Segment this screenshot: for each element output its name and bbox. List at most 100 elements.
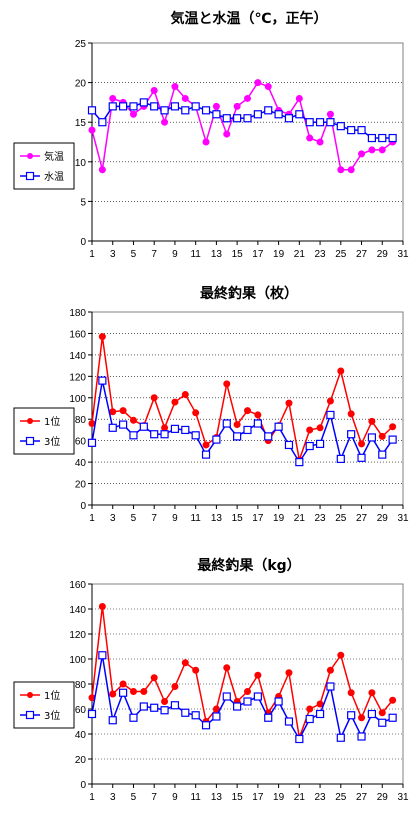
data-point [139,702,148,711]
data-point [389,696,397,704]
y-tick-label: 20 [75,480,87,491]
x-tick-label: 21 [294,249,306,260]
data-point [191,711,200,720]
legend-label: 3位 [44,435,60,448]
data-point [98,376,107,385]
data-point [181,659,189,667]
x-tick-label: 15 [232,513,244,524]
data-point [139,98,148,107]
data-point [316,700,324,708]
data-point [202,441,210,449]
data-point [285,399,293,407]
data-point [233,102,241,110]
chart-title: 最終釣果（kg） [197,558,301,574]
data-point [233,702,242,711]
data-point [223,664,231,672]
data-point [315,439,325,448]
x-tick-label: 3 [110,792,116,803]
data-point [358,150,366,158]
data-point [295,94,303,102]
data-point [254,671,262,679]
x-tick-label: 7 [151,249,157,260]
data-point [140,688,148,695]
data-point [119,680,127,688]
data-point [129,110,137,118]
y-tick-label: 140 [69,605,86,616]
data-point [108,102,117,111]
data-point [347,689,355,697]
data-point [118,688,128,697]
x-tick-label: 19 [273,249,285,260]
catch-weight-chart: 最終釣果（kg） 0 20 40 60 80 100 120 140 160 1 3 5 7 9 11 13 1… [0,555,416,817]
data-point [305,118,314,127]
data-point [98,333,106,341]
x-tick-label: 15 [232,792,244,803]
data-point [212,435,221,444]
data-point [388,713,397,722]
data-point [109,94,117,102]
data-point [98,603,106,610]
data-point [161,424,169,432]
x-tick-label: 23 [315,249,327,260]
data-point [202,138,210,146]
data-point [378,133,387,143]
legend-marker [27,153,33,159]
data-point [212,712,221,721]
x-tick-label: 25 [335,249,347,260]
data-point [161,698,169,705]
x-tick-label: 13 [211,792,223,803]
data-point [233,114,242,123]
x-tick-label: 13 [211,249,223,260]
data-point [347,126,356,135]
data-point [212,110,221,119]
x-tick-label: 31 [397,249,409,260]
x-tick-label: 13 [211,513,223,524]
data-point [378,450,387,459]
catch-count-chart: 最終釣果（枚） 0 20 40 60 80 100 120 140 160 180 1 3 5 7 9 11 1… [0,283,416,528]
x-tick-label: 3 [110,249,116,260]
data-point [378,146,386,154]
data-point [378,432,386,440]
data-point [150,703,159,712]
data-point [244,407,251,415]
y-tick-label: 100 [69,394,86,405]
data-point [336,733,345,742]
data-point [119,407,127,415]
x-tick-label: 1 [89,513,95,524]
data-point [170,701,180,710]
data-point [336,122,345,131]
y-tick-label: 0 [80,501,86,512]
x-tick-label: 19 [273,792,285,803]
data-point [368,417,376,425]
data-point [264,83,272,91]
x-tick-label: 11 [190,792,201,803]
data-point [347,711,356,720]
data-point [118,420,128,429]
data-point [108,423,117,432]
y-tick-label: 20 [75,79,87,90]
data-point [264,106,273,115]
data-point [243,425,252,435]
data-point [129,713,138,722]
data-point [347,410,355,418]
data-point [181,94,189,102]
temperature-chart: 気温と水温（℃，正午） 0 5 10 15 20 25 1 3 5 7 9 11 13 15 17 19 21 2… [0,8,416,268]
y-tick-label: 80 [75,680,87,691]
data-point [233,432,242,441]
data-point [253,419,262,428]
data-point [98,651,107,660]
data-point [326,118,335,127]
data-point [201,450,211,459]
x-tick-label: 23 [315,513,327,524]
x-tick-label: 7 [151,513,157,524]
legend-marker [25,171,35,181]
data-point [254,79,262,87]
legend-label: 1位 [44,689,60,702]
x-tick-label: 9 [172,792,178,803]
x-tick-label: 23 [315,792,327,803]
data-point [306,134,314,142]
y-tick-label: 80 [75,415,87,426]
data-point [378,709,386,717]
data-point [118,102,128,111]
